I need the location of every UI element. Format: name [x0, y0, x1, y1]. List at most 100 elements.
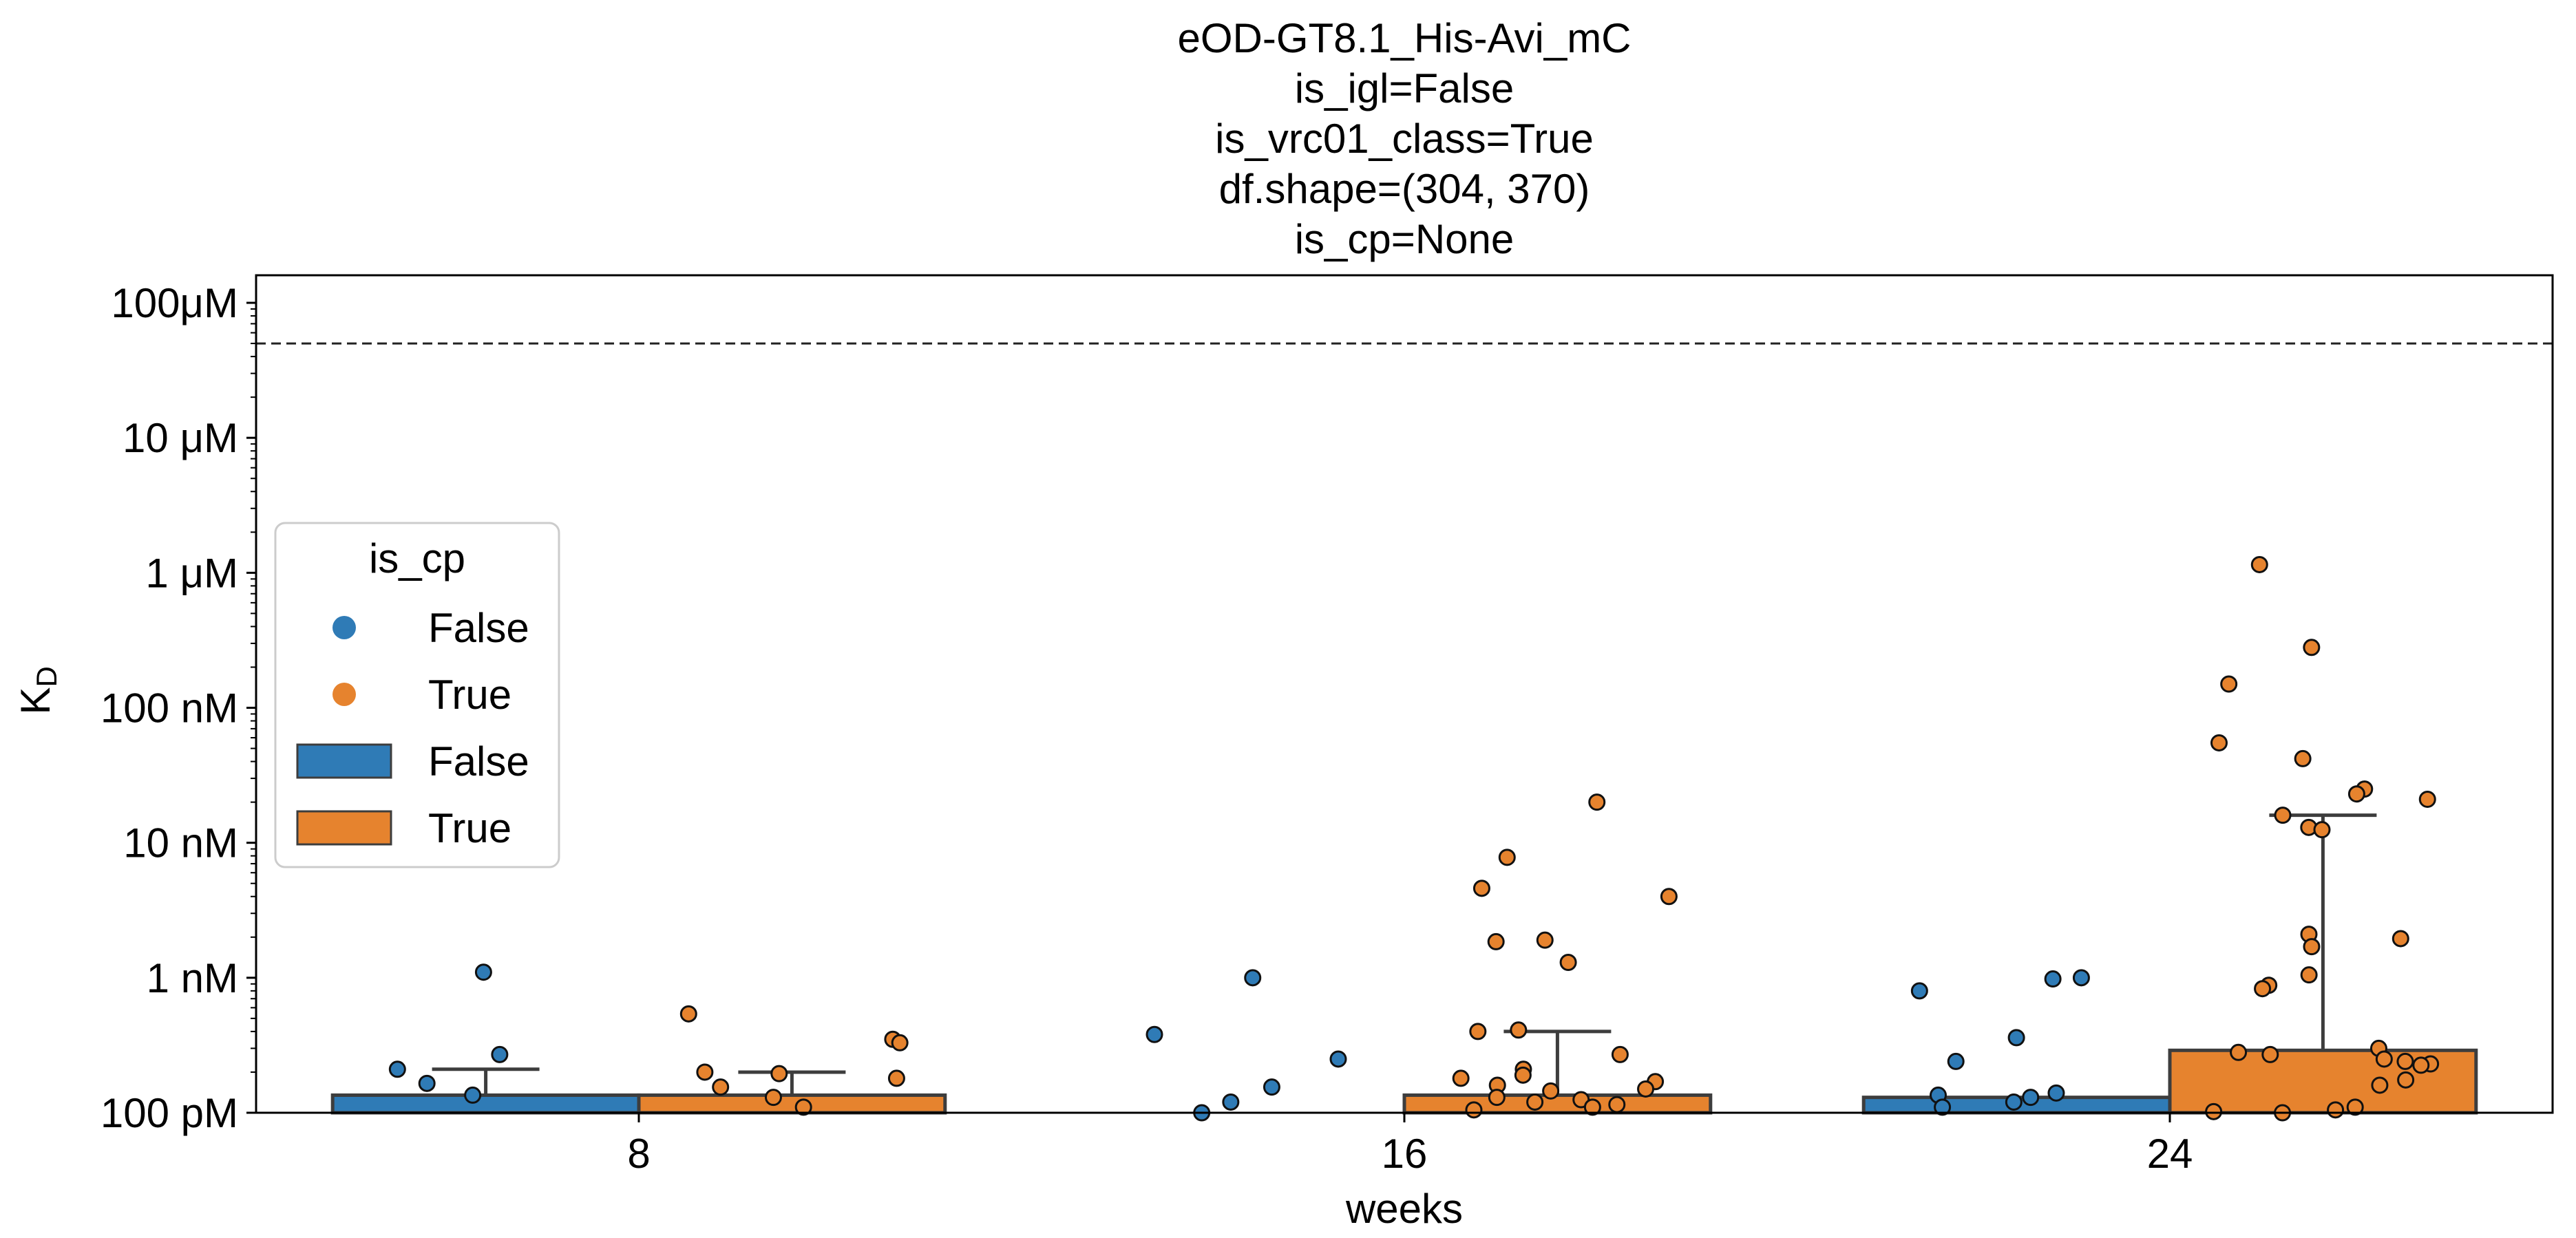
point-true: [1559, 953, 1577, 971]
legend-label: False: [428, 605, 529, 651]
point-false: [1329, 1050, 1347, 1068]
point-false: [2047, 1084, 2065, 1102]
point-true: [2230, 1043, 2248, 1061]
bar-true-8: [637, 1093, 947, 1115]
point-true: [1487, 932, 1505, 950]
point-true: [2254, 980, 2272, 998]
legend-title: is_cp: [369, 535, 465, 581]
point-true: [1452, 1069, 1470, 1087]
point-true: [2303, 639, 2321, 657]
point-true: [2261, 1045, 2279, 1063]
point-true: [2250, 555, 2268, 573]
point-true: [2375, 1050, 2393, 1068]
point-false: [1222, 1093, 1240, 1111]
point-true: [2396, 1052, 2414, 1070]
point-true: [2412, 1056, 2430, 1074]
legend: is_cp False True False True: [274, 522, 560, 868]
point-false: [418, 1074, 436, 1092]
point-false: [2044, 970, 2062, 988]
point-true: [764, 1089, 782, 1107]
x-tick-label: 8: [627, 1131, 650, 1177]
y-tick-label: 100 nM: [101, 685, 238, 732]
y-tick-label: 10 nM: [123, 820, 238, 866]
point-true: [2303, 938, 2321, 956]
title-line: eOD-GT8.1_His-Avi_mC: [1177, 15, 1631, 61]
point-true: [1469, 1023, 1487, 1040]
point-false: [474, 963, 492, 981]
point-true: [2347, 785, 2365, 803]
point-true: [891, 1034, 909, 1052]
point-false: [388, 1060, 406, 1078]
point-false: [1263, 1078, 1280, 1096]
point-true: [2205, 1102, 2223, 1120]
y-tick-label: 100 pM: [101, 1090, 238, 1136]
y-tick-label: 1 μM: [145, 550, 238, 596]
legend-label: False: [428, 738, 529, 785]
title-line: df.shape=(304, 370): [1219, 166, 1590, 212]
point-true: [1660, 888, 1678, 906]
legend-patch-false: [296, 743, 392, 779]
point-true: [679, 1005, 697, 1023]
point-true: [1510, 1021, 1528, 1039]
point-true: [1498, 849, 1516, 866]
bar-false-8: [330, 1093, 641, 1115]
y-tick-label: 100μM: [111, 280, 238, 326]
point-true: [2418, 790, 2436, 808]
point-true: [1465, 1101, 1483, 1119]
y-tick-label: 1 nM: [147, 955, 238, 1001]
point-true: [2397, 1071, 2415, 1089]
point-true: [770, 1065, 788, 1082]
point-false: [1244, 969, 1262, 987]
point-false: [1910, 982, 1928, 1000]
legend-label: True: [428, 805, 511, 851]
title-line: is_cp=None: [1295, 216, 1514, 262]
point-true: [1583, 1098, 1601, 1116]
point-true: [1488, 1089, 1506, 1107]
point-false: [1947, 1052, 1965, 1070]
x-axis-label: weeks: [1345, 1186, 1463, 1232]
point-true: [794, 1098, 812, 1116]
point-true: [2313, 821, 2331, 839]
point-true: [2294, 749, 2312, 767]
point-true: [1526, 1093, 1544, 1111]
legend-label: True: [428, 672, 511, 718]
x-tick-label: 24: [2147, 1131, 2193, 1177]
point-true: [1542, 1082, 1560, 1100]
point-false: [2072, 969, 2090, 987]
point-true: [2392, 930, 2409, 948]
error-bars: [432, 813, 2377, 1096]
axes: 100 pM 1 nM 10 nM 100 nM 1 μM 10 μM 100μM 8 16 24…: [12, 274, 2554, 1232]
point-false: [1934, 1098, 1952, 1116]
point-true: [1588, 793, 1606, 811]
point-false: [2022, 1089, 2040, 1107]
point-true: [2346, 1098, 2364, 1116]
plot-frame: [255, 274, 2554, 1114]
x-tick-label: 16: [1382, 1131, 1428, 1177]
point-false: [491, 1045, 509, 1063]
point-true: [1611, 1045, 1629, 1063]
point-true: [1514, 1066, 1532, 1084]
point-true: [1608, 1096, 1626, 1113]
legend-marker-true: [332, 683, 356, 706]
point-false: [2005, 1093, 2023, 1111]
data-points: [388, 555, 2440, 1122]
point-true: [2220, 675, 2238, 693]
bars: [330, 1048, 2478, 1115]
legend-patch-true: [296, 810, 392, 846]
point-true: [2274, 807, 2292, 824]
legend-marker-false: [332, 616, 356, 639]
point-false: [464, 1086, 482, 1104]
point-true: [887, 1069, 905, 1087]
point-true: [2371, 1076, 2389, 1094]
point-true: [1536, 931, 1554, 949]
bar-true-16: [1402, 1093, 1713, 1115]
y-axis-label: KD: [12, 666, 63, 714]
point-true: [2210, 734, 2228, 751]
point-true: [2327, 1101, 2345, 1119]
point-false: [1146, 1025, 1163, 1043]
y-tick-label: 10 μM: [123, 415, 238, 461]
point-true: [2300, 966, 2318, 984]
legend-box: [274, 522, 560, 868]
